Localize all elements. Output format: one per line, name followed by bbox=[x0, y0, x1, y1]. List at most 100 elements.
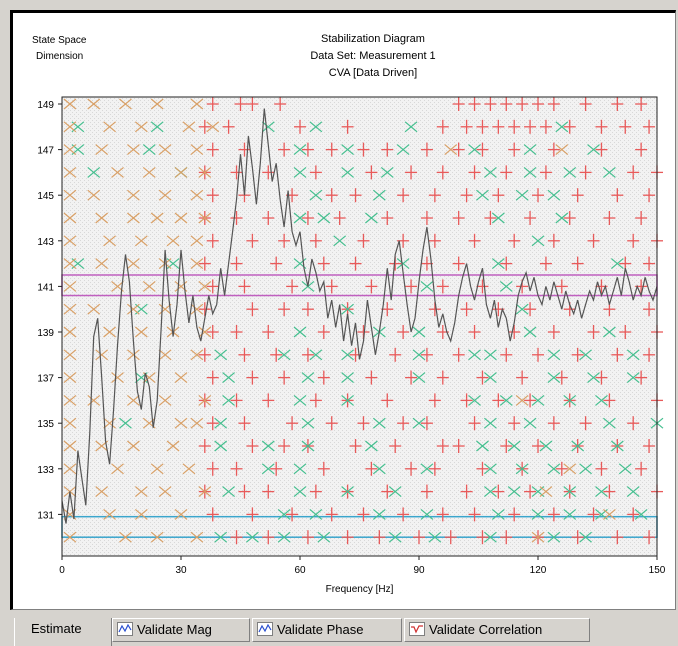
stable-pole-marker bbox=[262, 325, 275, 339]
unstable-pole-marker bbox=[158, 349, 172, 361]
stable-pole-marker bbox=[262, 393, 275, 408]
stable-pole-marker bbox=[627, 507, 640, 522]
unstable-pole-marker bbox=[63, 235, 77, 247]
frequency-stable-marker bbox=[484, 349, 497, 361]
tab-validate-phase[interactable]: Validate Phase bbox=[252, 618, 402, 642]
y-tick-label: 141 bbox=[37, 282, 54, 293]
stable-pole-marker bbox=[635, 97, 648, 111]
stable-pole-marker bbox=[428, 233, 441, 248]
frequency-stable-marker bbox=[484, 463, 497, 475]
frequency-stable-marker bbox=[420, 508, 434, 520]
magnitude-plot-icon bbox=[117, 622, 133, 636]
tab-estimate[interactable]: Estimate bbox=[14, 618, 112, 646]
chart-subtitle-method: CVA [Data Driven] bbox=[328, 67, 418, 79]
unstable-pole-marker bbox=[63, 144, 77, 156]
stable-pole-marker bbox=[198, 256, 211, 271]
unstable-pole-marker bbox=[95, 258, 109, 270]
unstable-pole-marker bbox=[182, 463, 196, 475]
stable-pole-marker bbox=[643, 347, 656, 362]
stable-pole-marker bbox=[643, 119, 656, 134]
stable-pole-marker bbox=[508, 416, 521, 431]
stable-pole-marker bbox=[476, 119, 489, 134]
stable-pole-marker bbox=[365, 461, 378, 476]
frequency-stable-marker bbox=[341, 349, 354, 361]
frequency-stable-marker bbox=[214, 531, 228, 543]
unstable-pole-marker bbox=[174, 372, 188, 384]
frequency-stable-marker bbox=[468, 144, 481, 156]
tab-validate-correlation[interactable]: Validate Correlation bbox=[404, 618, 590, 642]
unstable-pole-marker bbox=[531, 531, 545, 543]
unstable-pole-marker bbox=[111, 372, 124, 384]
frequency-stable-marker bbox=[523, 166, 537, 178]
stable-pole-marker bbox=[595, 370, 608, 385]
stable-pole-marker bbox=[230, 165, 243, 180]
tab-validate-mag[interactable]: Validate Mag bbox=[112, 618, 250, 642]
stable-pole-marker bbox=[595, 119, 608, 134]
stable-pole-marker bbox=[198, 302, 211, 317]
stable-pole-marker bbox=[476, 530, 489, 545]
frequency-stable-marker bbox=[277, 531, 291, 543]
stable-pole-marker bbox=[405, 165, 418, 180]
stable-pole-marker bbox=[381, 211, 394, 225]
stable-pole-marker bbox=[555, 370, 568, 385]
chart-title: Stabilization Diagram bbox=[321, 33, 425, 45]
stable-pole-marker bbox=[547, 142, 560, 157]
stable-pole-marker bbox=[428, 393, 441, 408]
stable-pole-marker bbox=[301, 347, 314, 362]
unstable-pole-marker bbox=[63, 326, 77, 338]
frequency-stable-marker bbox=[246, 531, 259, 543]
unstable-pole-marker bbox=[150, 98, 164, 110]
x-tick-label: 120 bbox=[530, 565, 547, 576]
stable-pole-marker bbox=[595, 461, 608, 476]
stable-pole-marker bbox=[198, 119, 211, 134]
frequency-stable-marker bbox=[309, 121, 323, 133]
stable-pole-marker bbox=[460, 302, 473, 317]
stable-pole-marker bbox=[635, 461, 648, 476]
stable-pole-marker bbox=[595, 142, 608, 157]
stable-pole-marker bbox=[274, 97, 287, 111]
frequency-stable-marker bbox=[388, 531, 402, 543]
unstable-pole-marker bbox=[103, 326, 116, 338]
frequency-stable-marker bbox=[341, 486, 354, 498]
stable-pole-marker bbox=[317, 370, 330, 385]
frequency-stable-marker bbox=[523, 417, 537, 429]
unstable-pole-marker bbox=[63, 258, 77, 270]
unstable-pole-marker bbox=[134, 486, 148, 498]
stable-pole-marker bbox=[603, 484, 616, 499]
stable-pole-marker bbox=[643, 188, 656, 203]
unstable-pole-marker bbox=[63, 166, 77, 178]
unstable-pole-marker bbox=[134, 121, 148, 133]
stable-pole-marker bbox=[547, 507, 560, 522]
stable-pole-marker bbox=[436, 507, 449, 522]
frequency-stable-marker bbox=[372, 417, 386, 429]
stable-pole-marker bbox=[436, 279, 449, 294]
frequency-stable-marker bbox=[293, 166, 307, 178]
stable-pole-marker bbox=[301, 211, 314, 225]
frequency-stable-marker bbox=[507, 486, 521, 498]
stable-pole-marker bbox=[587, 507, 600, 522]
unstable-pole-marker bbox=[111, 166, 124, 178]
unstable-pole-marker bbox=[198, 326, 212, 338]
unstable-pole-marker bbox=[142, 166, 156, 178]
stable-pole-marker bbox=[492, 188, 505, 203]
frequency-stable-marker bbox=[428, 531, 442, 543]
stable-pole-marker bbox=[500, 97, 513, 111]
frequency-stable-marker bbox=[555, 121, 569, 133]
frequency-stable-marker bbox=[380, 166, 394, 178]
stable-pole-marker bbox=[643, 530, 656, 545]
stable-pole-marker bbox=[436, 119, 449, 134]
correlation-plot-icon bbox=[409, 622, 425, 636]
frequency-stable-marker bbox=[468, 349, 481, 361]
stable-pole-marker bbox=[270, 256, 283, 271]
frequency-stable-marker bbox=[531, 508, 545, 520]
frequency-stable-marker bbox=[603, 166, 616, 178]
stable-pole-marker bbox=[468, 416, 481, 431]
stable-pole-marker bbox=[524, 211, 537, 225]
frequency-stable-marker bbox=[309, 349, 323, 361]
stable-pole-marker bbox=[555, 461, 568, 476]
unstable-pole-marker bbox=[103, 508, 116, 520]
frequency-stable-marker bbox=[214, 417, 228, 429]
unstable-pole-marker bbox=[111, 463, 124, 475]
stable-pole-marker bbox=[452, 439, 465, 453]
